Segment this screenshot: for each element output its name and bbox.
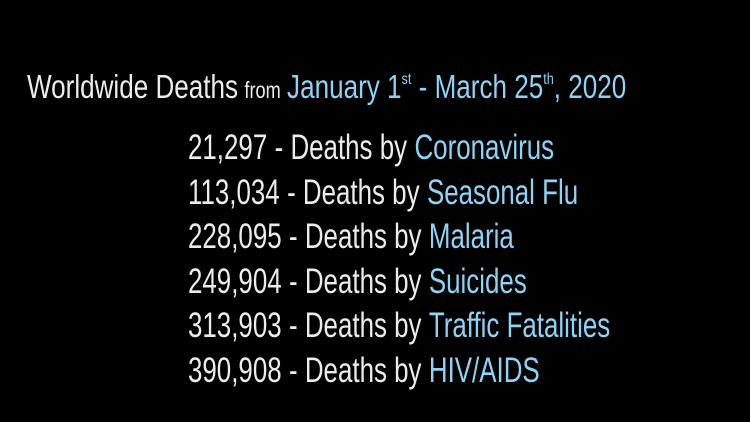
title: Worldwide Deaths from January 1st - March … [27,68,626,106]
row: 113,034- Deaths by Seasonal Flu [188,171,610,216]
row: 390,908- Deaths by HIV/AIDS [188,349,610,394]
cause: Seasonal Flu [426,172,579,212]
title-end-suffix: th [543,71,554,88]
rows: 21,297- Deaths by Coronavirus 113,034- Dea… [188,126,750,393]
title-from: from [244,77,281,103]
row-label: - Deaths by [289,306,422,345]
row-label: - Deaths by [289,217,422,256]
title-end: , 2020 [553,68,627,105]
row: 228,095- Deaths by Malaria [188,215,610,260]
cause: Traffic Fatalities [428,306,611,345]
title-start-suffix: st [401,71,412,88]
row-label: - Deaths by [289,261,422,301]
death-count: 313,903 [188,306,282,345]
death-count: 113,034 [188,172,280,212]
cause: Malaria [428,217,514,256]
cause: Suicides [428,261,527,301]
title-subject: Worldwide Deaths [27,68,239,105]
title-middle: - March 25 [418,68,544,105]
title-start: January 1 [287,68,402,105]
cause: Coronavirus [414,128,555,167]
row: 21,297- Deaths by Coronavirus [188,126,610,171]
death-count: 21,297 [188,128,268,167]
row-label: - Deaths by [274,128,408,167]
cause: HIV/AIDS [428,350,540,390]
death-count: 390,908 [188,350,282,390]
row-label: - Deaths by [287,172,420,212]
death-count: 228,095 [188,217,282,256]
row: 313,903- Deaths by Traffic Fatalities [188,304,610,349]
row-label: - Deaths by [289,350,422,390]
row: 249,904- Deaths by Suicides [188,260,610,305]
death-count: 249,904 [188,261,282,301]
